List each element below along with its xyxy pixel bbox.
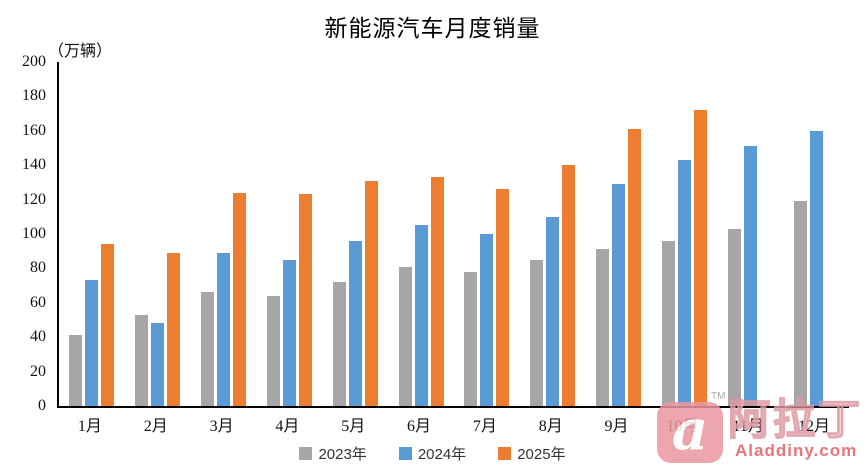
legend-item-2024年: 2024年 <box>398 443 467 464</box>
bar-2023年-7月 <box>464 271 478 406</box>
bar-2025年-8月 <box>562 165 576 406</box>
y-axis-tick-label-180: 180 <box>22 87 46 105</box>
bar-2023年-4月 <box>266 295 280 406</box>
bar-2024年-12月 <box>809 130 823 406</box>
bar-2023年-1月 <box>69 335 83 406</box>
y-axis-tick-label-0: 0 <box>38 397 46 414</box>
y-axis-tick-label-60: 60 <box>30 293 46 311</box>
y-axis-tick-label-200: 200 <box>22 53 46 70</box>
bar-2024年-5月 <box>348 240 362 406</box>
y-axis-tick-label-160: 160 <box>22 121 46 139</box>
y-axis-tick-label-120: 120 <box>22 190 46 208</box>
bar-group-11月 <box>717 62 783 406</box>
x-axis-label-2月: 2月 <box>143 418 168 435</box>
x-axis-label-9月: 9月 <box>604 418 629 435</box>
legend-swatch-icon <box>299 447 313 460</box>
x-axis-label-11月: 11月 <box>732 418 764 435</box>
bar-2024年-6月 <box>414 225 428 406</box>
bar-2023年-9月 <box>596 249 610 406</box>
x-axis-label-3月: 3月 <box>209 418 234 435</box>
bar-2025年-3月 <box>233 192 247 406</box>
bar-2024年-8月 <box>546 216 560 406</box>
bar-2023年-8月 <box>530 259 544 406</box>
bar-group-10月 <box>651 62 717 406</box>
bar-group-7月 <box>454 62 520 406</box>
bar-2024年-3月 <box>217 252 231 406</box>
y-axis-tick-label-100: 100 <box>22 225 46 242</box>
bar-group-12月 <box>783 62 849 406</box>
bar-2023年-3月 <box>201 292 215 406</box>
bar-group-8月 <box>520 62 586 406</box>
x-axis-label-4月: 4月 <box>275 418 300 435</box>
bar-group-3月 <box>191 62 257 406</box>
bar-2025年-5月 <box>364 180 378 406</box>
x-axis-labels: 1月 2月 3月 4月 5月 6月 7月 8月 9月 10月 11月 12月 <box>57 412 847 436</box>
legend-swatch-icon <box>498 447 512 460</box>
bar-2024年-9月 <box>612 184 626 406</box>
bar-2025年-6月 <box>430 177 444 406</box>
x-axis-label-8月: 8月 <box>538 418 563 435</box>
y-axis-tick-label-140: 140 <box>22 156 46 174</box>
legend-swatch-icon <box>398 447 412 460</box>
legend-item-2025年: 2025年 <box>498 443 566 464</box>
bar-2025年-2月 <box>167 252 181 406</box>
y-axis-tick-label-80: 80 <box>30 259 46 277</box>
bar-2023年-11月 <box>727 228 741 406</box>
x-axis-label-5月: 5月 <box>341 418 366 435</box>
x-axis-label-12月: 12月 <box>798 418 831 435</box>
bar-group-9月 <box>586 62 652 406</box>
chart-title: 新能源汽车月度销量 <box>324 16 541 41</box>
x-axis-label-6月: 6月 <box>407 418 432 435</box>
bar-group-4月 <box>256 62 322 406</box>
bar-2024年-11月 <box>743 146 757 406</box>
bar-group-1月 <box>59 62 125 406</box>
bar-2023年-12月 <box>793 201 807 406</box>
bar-2025年-9月 <box>628 129 642 406</box>
bar-2023年-10月 <box>661 240 675 406</box>
bar-group-6月 <box>388 62 454 406</box>
bar-2024年-7月 <box>480 234 494 406</box>
bar-2023年-5月 <box>332 282 346 406</box>
bar-2024年-4月 <box>282 259 296 406</box>
legend-label: 2023年 <box>318 446 367 463</box>
bar-2025年-10月 <box>693 110 707 406</box>
legend-label: 2025年 <box>517 446 566 463</box>
y-axis-tick-label-40: 40 <box>30 328 46 346</box>
bar-group-2月 <box>125 62 191 406</box>
bar-2023年-2月 <box>135 314 149 406</box>
legend-label: 2024年 <box>417 446 467 463</box>
legend: 2023年 2024年 2025年 <box>0 443 865 464</box>
bar-2025年-1月 <box>101 244 115 406</box>
y-axis-unit-label: （万辆） <box>48 43 113 60</box>
bar-2025年-4月 <box>298 194 312 406</box>
bar-2024年-10月 <box>677 160 691 406</box>
bar-2024年-1月 <box>85 280 99 406</box>
bar-2025年-7月 <box>496 189 510 406</box>
bar-2024年-2月 <box>151 323 165 406</box>
bar-group-5月 <box>322 62 388 406</box>
x-axis-label-1月: 1月 <box>77 418 102 435</box>
bar-2023年-6月 <box>398 266 412 406</box>
x-axis-label-7月: 7月 <box>472 418 497 435</box>
y-axis-tick-label-20: 20 <box>30 362 46 380</box>
x-axis-label-10月: 10月 <box>666 418 699 435</box>
legend-item-2023年: 2023年 <box>299 443 367 464</box>
plot-area <box>57 62 849 408</box>
